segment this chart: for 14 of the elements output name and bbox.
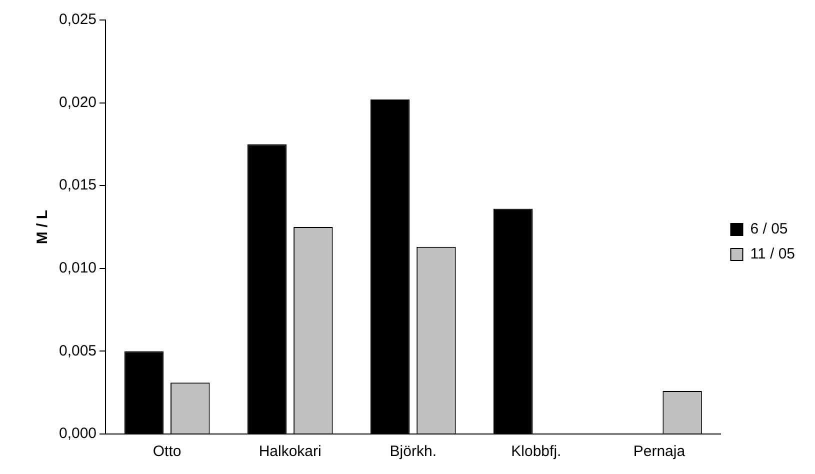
x-tick-label: Pernaja [633, 443, 686, 460]
x-tick-label: Björkh. [390, 443, 436, 460]
x-tick-label: Halkokari [258, 443, 322, 460]
x-tick-label: Klobbfj. [511, 443, 562, 460]
y-tick-label: 0,020 [58, 94, 97, 111]
y-tick-label: 0,025 [58, 11, 97, 28]
y-tick-label: 0,010 [58, 260, 97, 277]
legend-label: 11 / 05 [750, 246, 796, 263]
y-tick-label: 0,000 [58, 425, 97, 442]
legend-label: 6 / 05 [750, 220, 788, 238]
y-tick-label: 0,015 [58, 176, 97, 194]
x-tick-label: Otto [152, 443, 182, 460]
y-axis-title: M / L [34, 210, 52, 244]
y-tick-label: 0,005 [58, 342, 97, 360]
